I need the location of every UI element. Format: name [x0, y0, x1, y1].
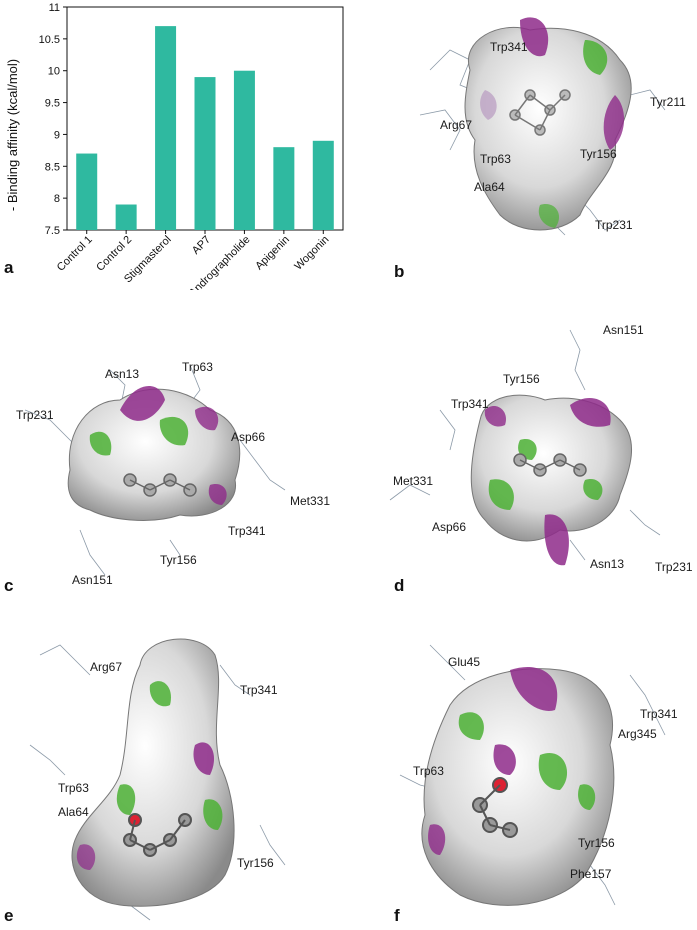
residue-label: Trp63	[413, 764, 444, 778]
residue-label: Arg345	[618, 727, 657, 741]
y-tick-label: 9	[54, 129, 60, 141]
y-tick-label: 10	[48, 66, 60, 78]
residue-label: Trp341	[240, 683, 278, 697]
residue-label: Tyr156	[580, 147, 617, 161]
residue-label: Arg67	[90, 660, 123, 674]
residue-label: Trp341	[640, 707, 678, 721]
x-tick-label: AP7	[190, 234, 213, 257]
docking-complex-d	[389, 329, 661, 566]
panel-label-f: f	[394, 906, 400, 925]
residue-label: Trp231	[595, 218, 633, 232]
x-tick-label: Control 2	[94, 234, 134, 274]
bar-control-1	[76, 153, 98, 230]
bar-stigmasterol	[155, 26, 177, 230]
bar-ap7	[194, 77, 216, 230]
residue-label: Tyr156	[503, 372, 540, 386]
residue-label: Trp341	[228, 524, 266, 538]
y-tick-label: 11	[49, 2, 60, 14]
residue-label: Trp231	[16, 408, 54, 422]
residue-label: Tyr156	[578, 836, 615, 850]
residue-label: Trp341	[451, 397, 489, 411]
residue-label: Met331	[393, 474, 434, 488]
residue-label: Ala64	[474, 180, 505, 194]
panel-label-e: e	[4, 906, 14, 925]
residue-label: Tyr211	[650, 95, 686, 109]
bar-apigenin	[273, 147, 295, 230]
docking-complex-f	[399, 644, 666, 906]
residue-label: Asn151	[72, 573, 113, 587]
panel-label-d: d	[394, 576, 405, 595]
residue-label: Asp66	[231, 430, 266, 444]
residue-label: Trp231	[655, 560, 693, 574]
residue-label: Asp66	[432, 520, 467, 534]
residue-label: Asn13	[105, 367, 140, 381]
y-tick-label: 7.5	[45, 225, 60, 237]
residue-label: Glu45	[448, 655, 481, 669]
residue-label: Trp63	[480, 152, 511, 166]
docking-complex-e	[29, 638, 286, 921]
residue-label: Phe157	[570, 867, 612, 881]
residue-label: Asn13	[590, 557, 625, 571]
y-tick-label: 9.5	[45, 98, 60, 110]
x-tick-label: Apigenin	[253, 234, 292, 273]
chart-y-axis-label: - Binding affinity (kcal/mol)	[5, 59, 20, 211]
chart-bars	[76, 26, 334, 230]
residue-label: Ala64	[58, 805, 89, 819]
bar-wogonin	[312, 140, 334, 230]
docking-complex-b	[419, 17, 666, 236]
y-tick-label: 8	[54, 193, 60, 205]
residue-label: Met331	[290, 494, 331, 508]
x-tick-label: Wogonin	[292, 234, 331, 273]
panel-label-b: b	[394, 262, 405, 281]
x-tick-label: Control 1	[55, 234, 95, 274]
residue-label: Trp63	[182, 360, 213, 374]
bar-control-2	[115, 204, 137, 230]
residue-label: Arg67	[440, 118, 473, 132]
residue-label: Asn151	[603, 323, 644, 337]
panel-label-c: c	[4, 576, 14, 595]
residue-label: Tyr156	[160, 553, 197, 567]
docking-complex-c	[24, 364, 286, 576]
residue-label: Trp341	[490, 40, 528, 54]
bar-andrographolide	[233, 70, 255, 230]
y-tick-label: 8.5	[45, 161, 60, 173]
residue-label: Trp63	[58, 781, 89, 795]
chart-y-tick-labels: 7.5 8 8.5 9 9.5 10 10.5 11	[39, 2, 60, 237]
y-tick-label: 10.5	[39, 34, 60, 46]
residue-label: Tyr156	[237, 856, 274, 870]
panel-label-a: a	[4, 258, 14, 277]
